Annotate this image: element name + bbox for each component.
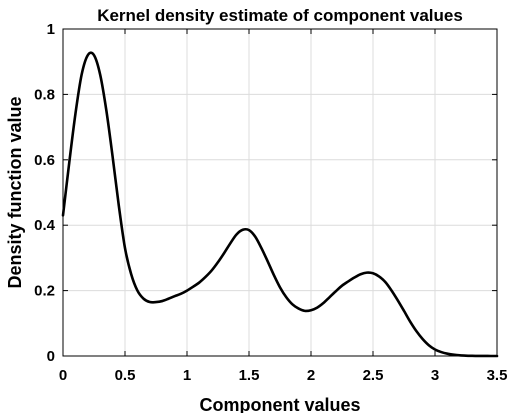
y-tick-label: 0 <box>47 348 55 365</box>
x-axis-label: Component values <box>199 395 360 413</box>
axis-ticks <box>62 28 498 357</box>
x-tick-label: 1.5 <box>239 367 260 384</box>
x-tick-label: 1 <box>183 367 191 384</box>
grid-lines <box>62 28 498 357</box>
x-tick-label: 3 <box>431 367 439 384</box>
x-tick-label: 2.5 <box>363 367 384 384</box>
x-tick-label: 2 <box>307 367 315 384</box>
y-tick-label: 0.8 <box>34 86 55 103</box>
y-tick-label: 1 <box>47 21 55 38</box>
x-tick-labels: 0 0.5 1 1.5 2 2.5 3 3.5 <box>59 367 508 384</box>
y-tick-label: 0.4 <box>34 217 56 234</box>
y-tick-label: 0.2 <box>34 283 55 300</box>
plot-frame <box>62 28 498 357</box>
density-curve <box>61 51 499 358</box>
y-tick-labels: 0 0.2 0.4 0.6 0.8 1 <box>34 21 56 365</box>
chart-title: Kernel density estimate of component val… <box>97 6 463 25</box>
x-tick-label: 3.5 <box>487 367 508 384</box>
y-axis-label: Density function value <box>5 96 25 288</box>
y-tick-label: 0.6 <box>34 152 55 169</box>
x-tick-label: 0 <box>59 367 67 384</box>
x-tick-label: 0.5 <box>115 367 136 384</box>
